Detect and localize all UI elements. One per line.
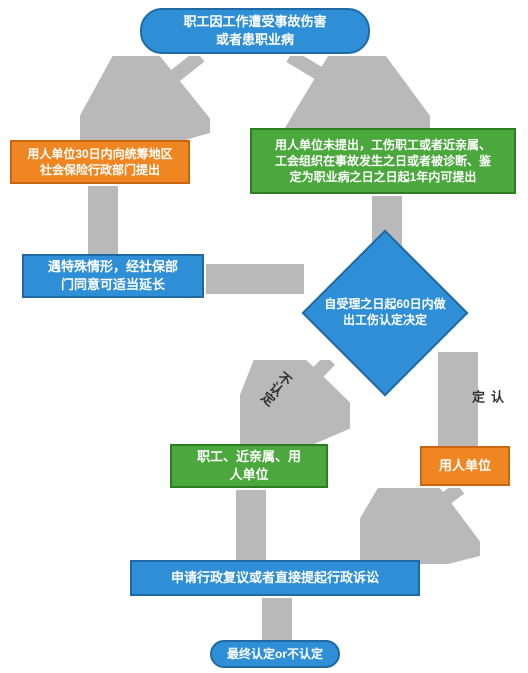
arrow-start-to-right1 — [280, 56, 430, 130]
node-greenbox: 职工、近亲属、用人单位 — [170, 444, 328, 488]
arrow-left2-to-decision — [206, 264, 304, 294]
node-left1-label: 用人单位30日内向统筹地区社会保险行政部门提出 — [27, 146, 172, 178]
arrow-left1-to-left2 — [88, 186, 118, 256]
node-left1: 用人单位30日内向统筹地区社会保险行政部门提出 — [10, 140, 190, 184]
node-left2-label: 遇特殊情形，经社保部门同意可适当延长 — [48, 258, 178, 293]
node-final-label: 最终认定or不认定 — [227, 646, 323, 662]
node-decision — [302, 230, 469, 397]
edge-label-yes-text: 认定 — [470, 390, 504, 403]
edge-label-no-text: 不认定 — [259, 370, 294, 408]
node-right1-label: 用人单位未提出，工伤职工或者近亲属、工会组织在事故发生之日或者被诊断、鉴定为职业… — [275, 137, 491, 186]
node-orangebox-label: 用人单位 — [439, 457, 491, 475]
node-appeal: 申请行政复议或者直接提起行政诉讼 — [130, 560, 420, 596]
node-appeal-label: 申请行政复议或者直接提起行政诉讼 — [171, 569, 379, 587]
node-right1: 用人单位未提出，工伤职工或者近亲属、工会组织在事故发生之日或者被诊断、鉴定为职业… — [250, 128, 516, 194]
node-left2: 遇特殊情形，经社保部门同意可适当延长 — [22, 254, 204, 298]
edge-label-yes: 认定 — [468, 390, 506, 403]
node-start-label: 职工因工作遭受事故伤害或者患职业病 — [183, 13, 326, 48]
node-start: 职工因工作遭受事故伤害或者患职业病 — [140, 8, 370, 54]
arrow-orangebox-to-appeal — [360, 488, 480, 564]
arrow-start-to-left1 — [80, 56, 210, 142]
arrow-appeal-to-final — [262, 598, 292, 642]
arrow-greenbox-to-appeal — [236, 490, 266, 562]
node-orangebox: 用人单位 — [420, 446, 510, 486]
node-final: 最终认定or不认定 — [210, 640, 340, 668]
edge-label-no: 不认定 — [258, 370, 294, 409]
node-greenbox-label: 职工、近亲属、用人单位 — [197, 448, 301, 483]
arrow-decision-to-greenbox — [240, 360, 350, 450]
